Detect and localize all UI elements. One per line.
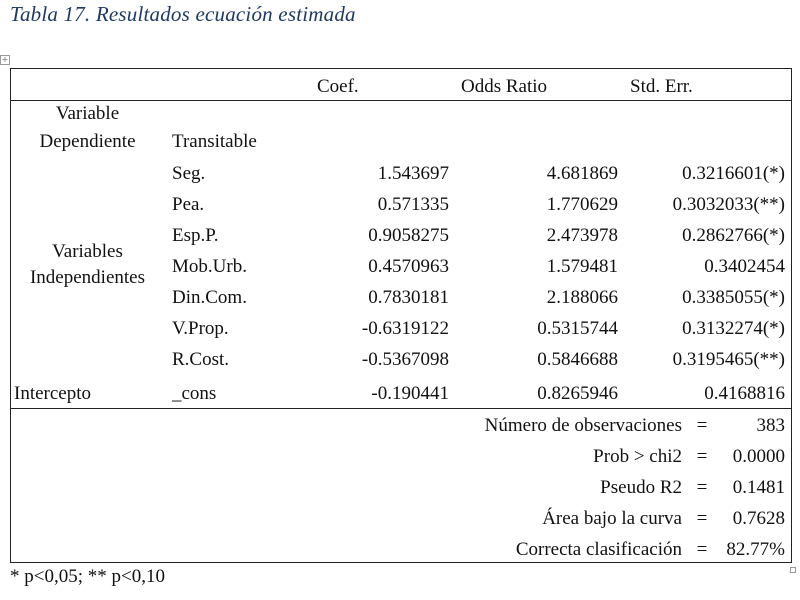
row-odds-ratio: 1.770629 (546, 194, 618, 215)
stats-divider (10, 408, 792, 409)
stat-value: 0.1481 (732, 477, 785, 498)
independents-label-line1: Variables (52, 241, 123, 262)
stat-value: 0.0000 (732, 446, 785, 467)
row-coef: -0.5367098 (361, 349, 449, 370)
intercept-stderr: 0.4168816 (704, 383, 785, 404)
row-coef: 1.543697 (377, 163, 449, 184)
header-coef: Coef. (317, 76, 359, 97)
row-coef: 0.571335 (377, 194, 449, 215)
row-odds-ratio: 0.5846688 (537, 349, 618, 370)
stat-label: Pseudo R2 (600, 477, 682, 498)
stat-label: Número de observaciones (484, 415, 682, 436)
header-divider (10, 100, 792, 101)
row-coef: 0.9058275 (368, 225, 449, 246)
row-variable-name: V.Prop. (172, 318, 229, 339)
row-odds-ratio: 1.579481 (546, 256, 618, 277)
stat-value: 0.7628 (732, 508, 785, 529)
row-variable-name: Mob.Urb. (172, 256, 247, 277)
row-std-err: 0.3385055(*) (682, 287, 785, 308)
row-odds-ratio: 2.473978 (546, 225, 618, 246)
row-odds-ratio: 4.681869 (546, 163, 618, 184)
row-std-err: 0.3195465(**) (672, 349, 785, 370)
row-variable-name: Seg. (172, 163, 206, 184)
stat-label: Prob > chi2 (593, 446, 682, 467)
intercept-name: _cons (172, 383, 217, 404)
stat-equals: = (696, 477, 708, 498)
row-std-err: 0.3132274(*) (682, 318, 785, 339)
stat-equals: = (696, 415, 708, 436)
row-coef: 0.7830181 (368, 287, 449, 308)
stat-equals: = (696, 508, 708, 529)
intercept-coef: -0.190441 (371, 383, 449, 404)
row-variable-name: Esp.P. (172, 225, 219, 246)
row-variable-name: Pea. (172, 194, 205, 215)
table-caption: Tabla 17. Resultados ecuación estimada (10, 2, 356, 26)
intercept-odds: 0.8265946 (537, 383, 618, 404)
dependent-variable-name: Transitable (172, 131, 257, 152)
row-std-err: 0.3032033(**) (672, 194, 785, 215)
row-std-err: 0.3216601(*) (682, 163, 785, 184)
stat-value: 82.77% (726, 539, 785, 560)
independents-label-line2: Independientes (29, 267, 145, 288)
row-std-err: 0.3402454 (704, 256, 785, 277)
stat-equals: = (696, 539, 708, 560)
row-coef: 0.4570963 (368, 256, 449, 277)
stat-label: Área bajo la curva (542, 508, 682, 529)
footnote: * p<0,05; ** p<0,10 (10, 566, 165, 587)
stat-value: 383 (756, 415, 786, 436)
table-move-handle-icon[interactable]: + (0, 55, 10, 65)
row-coef: -0.6319122 (361, 318, 449, 339)
row-odds-ratio: 2.188066 (546, 287, 618, 308)
header-odds-ratio: Odds Ratio (461, 76, 548, 97)
intercept-label: Intercepto (14, 383, 92, 404)
stat-label: Correcta clasificación (515, 539, 682, 560)
dependent-label-line1: Variable (55, 103, 120, 124)
row-std-err: 0.2862766(*) (682, 225, 785, 246)
row-odds-ratio: 0.5315744 (537, 318, 618, 339)
row-variable-name: Din.Com. (172, 287, 247, 308)
results-table (10, 68, 792, 563)
row-variable-name: R.Cost. (172, 349, 230, 370)
table-resize-handle[interactable] (790, 567, 796, 573)
dependent-label-line2: Dependiente (39, 131, 136, 152)
header-std-err: Std. Err. (630, 76, 693, 97)
stat-equals: = (696, 446, 708, 467)
